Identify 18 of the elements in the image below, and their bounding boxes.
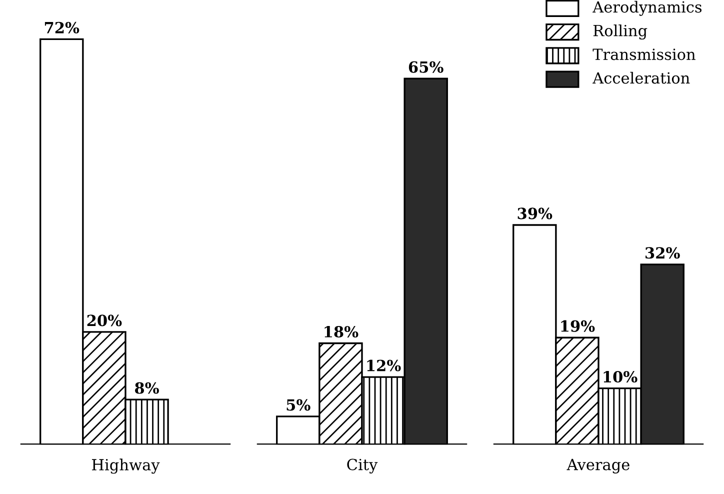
data-label: 72% <box>44 22 80 34</box>
data-label: 19% <box>561 320 595 332</box>
legend-label: Acceleration <box>592 72 690 84</box>
data-label: 18% <box>324 326 358 338</box>
data-label: 8% <box>134 382 159 394</box>
data-label: 32% <box>646 247 680 259</box>
data-label: 20% <box>87 314 122 326</box>
legend-label: Rolling <box>593 24 648 40</box>
data-label: 12% <box>367 360 401 372</box>
data-label: 65% <box>408 61 444 73</box>
x-tick-label: Average <box>566 458 630 474</box>
data-label: 10% <box>604 370 638 383</box>
x-tick-label: City <box>347 458 378 474</box>
legend-label: Aerodynamics <box>592 0 702 16</box>
data-label: 5% <box>286 399 310 411</box>
legend-label: Transmission <box>592 48 696 60</box>
x-tick-label: Highway <box>92 458 160 474</box>
data-label: 39% <box>518 208 552 220</box>
